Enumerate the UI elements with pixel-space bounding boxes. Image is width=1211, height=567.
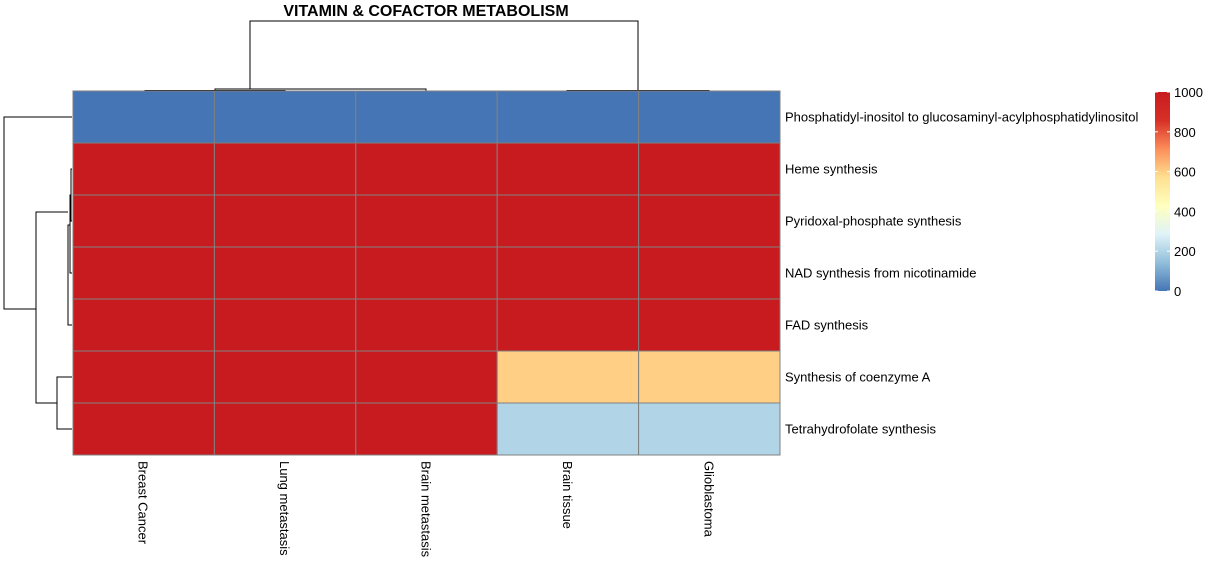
heatmap-cell xyxy=(72,298,215,352)
legend-ticks: 0 200 400 600 800 1000 xyxy=(1155,85,1203,299)
heatmap-cell xyxy=(355,350,498,404)
row-label: Tetrahydrofolate synthesis xyxy=(785,422,937,437)
heatmap-cell xyxy=(638,142,781,196)
legend-tick-label: 800 xyxy=(1174,125,1196,140)
row-label: FAD synthesis xyxy=(785,318,869,333)
heatmap-cell xyxy=(213,194,357,248)
heatmap-cell xyxy=(638,298,781,352)
column-label: Brain metastasis xyxy=(419,461,434,558)
legend-tick-label: 0 xyxy=(1174,284,1181,299)
heatmap-cell xyxy=(638,402,781,456)
heatmap-cell xyxy=(72,350,215,404)
column-label: Lung metastasis xyxy=(277,461,292,556)
row-label: Heme synthesis xyxy=(785,162,878,177)
heatmap-cell xyxy=(496,142,640,196)
row-label: Pyridoxal-phosphate synthesis xyxy=(785,214,962,229)
heatmap-cell xyxy=(355,90,498,144)
heatmap-cell xyxy=(72,142,215,196)
heatmap-cell xyxy=(72,402,215,456)
heatmap-cell xyxy=(72,194,215,248)
row-dendrogram xyxy=(3,116,72,430)
dendrogram-branch xyxy=(249,20,639,91)
heatmap-cell xyxy=(638,246,781,300)
heatmap-cell xyxy=(496,402,640,456)
dendrogram-branch xyxy=(67,224,72,326)
column-labels: Breast Cancer Lung metastasis Brain metast… xyxy=(136,461,717,558)
heatmap-cell xyxy=(496,350,640,404)
heatmap-cell xyxy=(496,246,640,300)
heatmap-cell xyxy=(213,246,357,300)
heatmap-cells xyxy=(72,90,781,456)
chart-title: VITAMIN & COFACTOR METABOLISM xyxy=(283,3,568,20)
column-label: Brain tissue xyxy=(560,461,575,529)
column-label: Glioblastoma xyxy=(701,461,716,538)
row-label: Synthesis of coenzyme A xyxy=(785,370,931,385)
dendrogram-branch xyxy=(69,194,72,274)
legend-colorbar xyxy=(1155,92,1170,291)
heatmap-cell xyxy=(638,90,781,144)
heatmap-cell xyxy=(355,142,498,196)
color-legend: 0 200 400 600 800 1000 xyxy=(1155,85,1203,299)
column-label: Breast Cancer xyxy=(136,461,151,545)
row-label: Phosphatidyl-inositol to glucosaminyl-ac… xyxy=(785,110,1138,125)
heatmap-cell xyxy=(72,90,215,144)
heatmap-cell xyxy=(496,298,640,352)
heatmap-cell xyxy=(213,90,357,144)
heatmap-cell xyxy=(213,298,357,352)
heatmap-cell xyxy=(496,194,640,248)
heatmap-cell xyxy=(355,246,498,300)
legend-tick-label: 1000 xyxy=(1174,85,1203,100)
heatmap-cell xyxy=(355,402,498,456)
heatmap-cell xyxy=(213,142,357,196)
heatmap-cell xyxy=(638,350,781,404)
legend-tick-label: 200 xyxy=(1174,244,1196,259)
dendrogram-branch xyxy=(3,116,72,310)
column-dendrogram xyxy=(144,20,710,91)
heatmap-cell xyxy=(355,194,498,248)
heatmap-cell xyxy=(213,350,357,404)
heatmap-cell xyxy=(72,246,215,300)
heatmap-cell xyxy=(213,402,357,456)
row-labels: Phosphatidyl-inositol to glucosaminyl-ac… xyxy=(785,110,1138,437)
legend-tick-label: 400 xyxy=(1174,204,1196,219)
heatmap-cell xyxy=(355,298,498,352)
dendrogram-branch xyxy=(35,211,68,404)
dendrogram-branch xyxy=(56,376,72,430)
legend-tick-label: 600 xyxy=(1174,165,1196,180)
dendrogram-branch xyxy=(214,88,427,91)
heatmap-cell xyxy=(638,194,781,248)
row-label: NAD synthesis from nicotinamide xyxy=(785,266,976,281)
heatmap-cell xyxy=(496,90,640,144)
